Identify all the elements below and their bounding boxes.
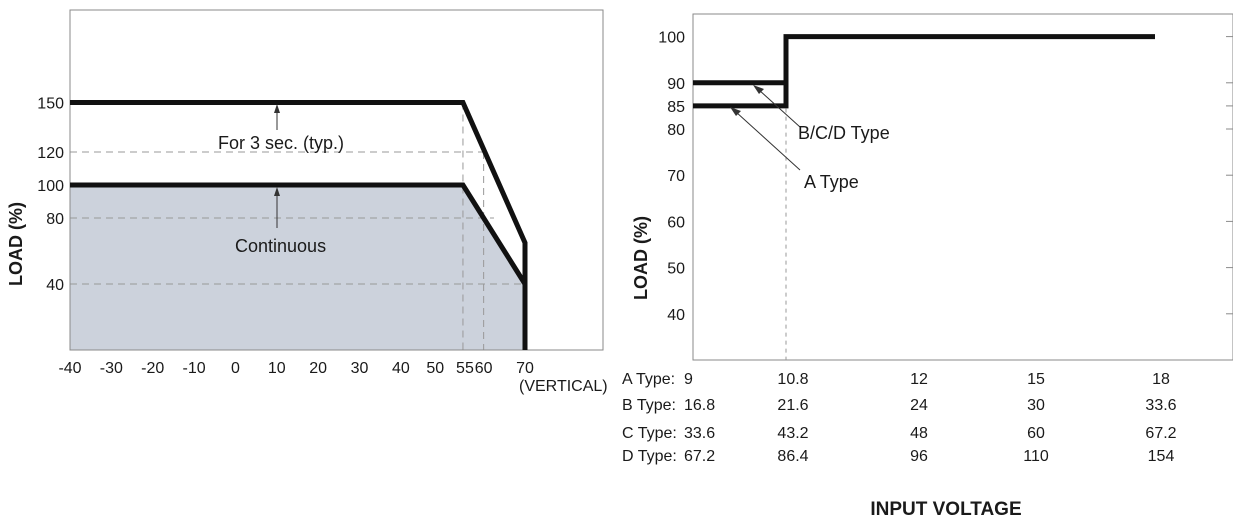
- table-cell: 16.8: [684, 397, 715, 414]
- x-tick-0: 0: [231, 360, 240, 377]
- y-tick-100: 100: [658, 30, 685, 47]
- table-row-header: C Type:: [622, 425, 677, 442]
- y-tick-80: 80: [667, 122, 685, 139]
- reference-lines: [70, 102, 525, 350]
- y-tick-150: 150: [37, 96, 64, 113]
- table-cell: 43.2: [777, 425, 808, 442]
- table-cell: 110: [1023, 448, 1049, 465]
- y-tick-40: 40: [46, 277, 64, 294]
- table-row-header: A Type:: [622, 371, 675, 388]
- input-voltage-table: A Type: 9 10.8 12 15 18 B Type: 16.8 21.6 24 30 33.…: [622, 371, 1177, 465]
- x-tick-40: 40: [392, 360, 410, 377]
- series: [693, 34, 1155, 109]
- svg-text:Continuous: Continuous: [235, 236, 326, 256]
- table-cell: 24: [910, 397, 928, 414]
- x-tick-70: 70: [516, 360, 534, 377]
- annotation-3sec: For 3 sec. (typ.): [218, 104, 344, 153]
- table-row-header: B Type:: [622, 397, 676, 414]
- x-tick-30: 30: [351, 360, 369, 377]
- x-tick-50: 50: [426, 360, 444, 377]
- series-line-1: [693, 34, 1155, 109]
- annotation-continuous: Continuous: [235, 187, 326, 256]
- y-tick-50: 50: [667, 261, 685, 278]
- table-cell: 96: [910, 448, 928, 465]
- table-cell: 9: [684, 371, 693, 388]
- x-unit-label: (VERTICAL): [519, 378, 608, 395]
- series-line-2: [70, 182, 528, 350]
- svg-text:A Type: A Type: [804, 172, 859, 192]
- y-tick-40: 40: [667, 307, 685, 324]
- table-cell: 33.6: [1145, 397, 1176, 414]
- table-cell: 30: [1027, 397, 1045, 414]
- y-tick-90: 90: [667, 76, 685, 93]
- y-axis-label: LOAD (%): [6, 202, 26, 286]
- temperature-derating-chart: 40 80 100 120 150 -40 -30 -20 -10 0 10 20 30 40 50 55 6…: [6, 9, 608, 395]
- table-cell: 67.2: [1145, 425, 1176, 442]
- y-tick-120: 120: [37, 145, 64, 162]
- series: [70, 100, 528, 350]
- svg-text:B/C/D Type: B/C/D Type: [798, 123, 890, 143]
- y-tick-80: 80: [46, 211, 64, 228]
- svg-text:For 3 sec. (typ.): For 3 sec. (typ.): [218, 133, 344, 153]
- x-axis-label: INPUT VOLTAGE: [870, 499, 1021, 520]
- y-tick-60: 60: [667, 214, 685, 231]
- table-cell: 21.6: [777, 397, 808, 414]
- y-tick-labels: 40 50 60 70 80 85 90 100: [658, 30, 1233, 324]
- x-tick--20: -20: [141, 360, 164, 377]
- x-tick--10: -10: [183, 360, 206, 377]
- input-voltage-derating-chart: 40 50 60 70 80 85 90 100 LOAD (%) B/C/D Type A …: [622, 13, 1233, 520]
- table-cell: 48: [910, 425, 928, 442]
- plot-frame: [69, 9, 604, 351]
- annotation-bcd-type: B/C/D Type: [753, 85, 890, 143]
- table-cell: 67.2: [684, 448, 715, 465]
- plot-frame: [692, 13, 1233, 361]
- table-row-header: D Type:: [622, 448, 677, 465]
- x-tick-labels: -40 -30 -20 -10 0 10 20 30 40 50 55 60 70: [58, 360, 534, 377]
- table-cell: 15: [1027, 371, 1045, 388]
- x-tick--40: -40: [58, 360, 81, 377]
- x-tick-20: 20: [309, 360, 327, 377]
- y-axis-label: LOAD (%): [631, 216, 651, 300]
- y-tick-labels: 40 80 100 120 150: [37, 96, 64, 295]
- table-cell: 33.6: [684, 425, 715, 442]
- table-cell: 154: [1148, 448, 1175, 465]
- y-tick-85: 85: [667, 99, 685, 116]
- x-tick-60: 60: [475, 360, 493, 377]
- x-tick-10: 10: [268, 360, 286, 377]
- annotation-a-type: A Type: [730, 107, 859, 192]
- x-tick--30: -30: [100, 360, 123, 377]
- table-cell: 10.8: [777, 371, 808, 388]
- table-cell: 60: [1027, 425, 1045, 442]
- x-tick-55: 55: [456, 360, 474, 377]
- table-cell: 86.4: [777, 448, 808, 465]
- table-cell: 18: [1152, 371, 1170, 388]
- y-tick-70: 70: [667, 168, 685, 185]
- continuous-load-area: [70, 185, 525, 350]
- table-cell: 12: [910, 371, 928, 388]
- y-tick-100: 100: [37, 178, 64, 195]
